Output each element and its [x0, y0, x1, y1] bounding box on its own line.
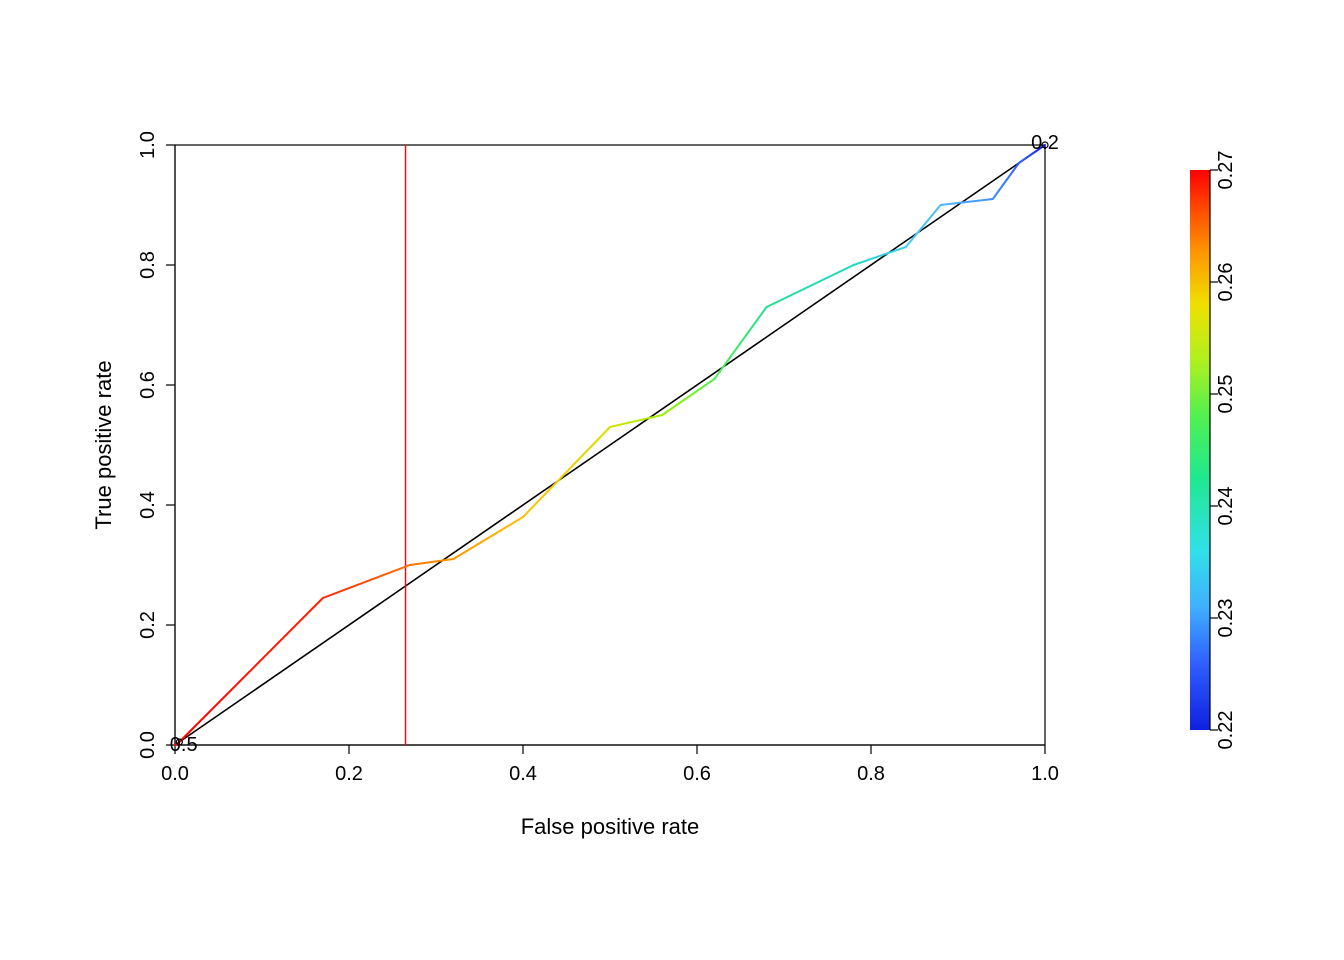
- x-tick-label: 0.0: [161, 763, 189, 785]
- y-tick-label: 0.2: [137, 611, 159, 639]
- colorbar: [1190, 170, 1210, 730]
- y-tick-label: 0.4: [137, 491, 159, 519]
- y-axis-label: True positive rate: [91, 360, 116, 529]
- x-tick-label: 0.4: [509, 763, 537, 785]
- x-tick-label: 0.8: [857, 763, 885, 785]
- colorbar-tick-label: 0.24: [1215, 487, 1237, 526]
- colorbar-tick-label: 0.22: [1215, 711, 1237, 750]
- chart-canvas: 0.0 0.2 0.4 0.6 0.8 1.0 False positive rate 0.0…: [0, 0, 1344, 960]
- plot-group: 0.0 0.2 0.4 0.6 0.8 1.0 False positive rate 0.0…: [0, 0, 1344, 960]
- x-tick-label: 0.6: [683, 763, 711, 785]
- y-tick-label: 0.6: [137, 371, 159, 399]
- y-tick-label: 1.0: [137, 131, 159, 159]
- colorbar-tick-label: 0.23: [1215, 599, 1237, 638]
- x-tick-label: 1.0: [1031, 763, 1059, 785]
- roc-chart-svg: 0.0 0.2 0.4 0.6 0.8 1.0 False positive rate 0.0…: [0, 0, 1344, 960]
- colorbar-tick-label: 0.27: [1215, 151, 1237, 190]
- colorbar-tick-label: 0.26: [1215, 263, 1237, 302]
- roc-point-label: 0.5: [170, 734, 198, 756]
- y-tick-label: 0.8: [137, 251, 159, 279]
- roc-point-label: 0.2: [1031, 132, 1059, 154]
- colorbar-tick-label: 0.25: [1215, 375, 1237, 414]
- x-axis-label: False positive rate: [521, 814, 700, 839]
- y-tick-label: 0.0: [137, 731, 159, 759]
- x-tick-label: 0.2: [335, 763, 363, 785]
